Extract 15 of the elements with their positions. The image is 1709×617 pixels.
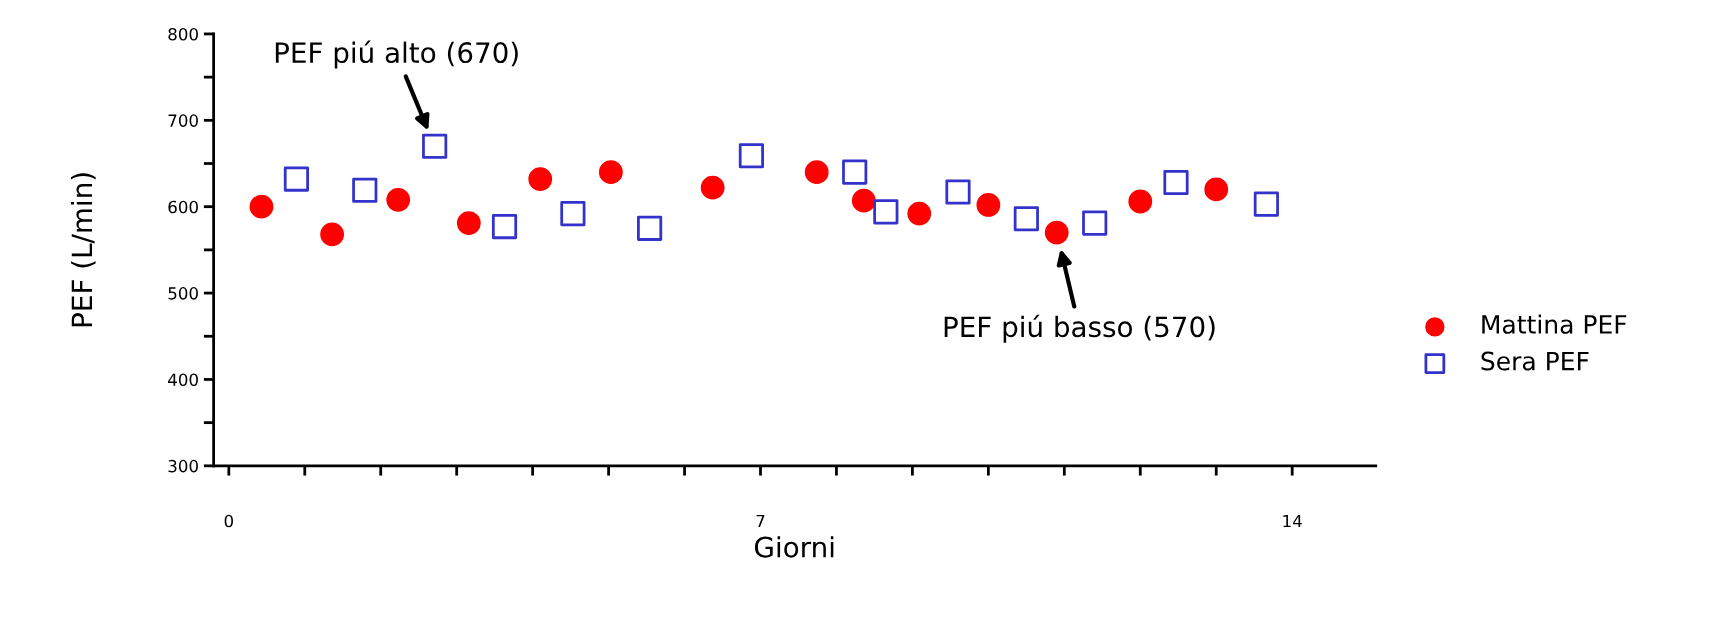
y-tick-label: 600 — [168, 200, 198, 214]
y-tick-label: 300 — [168, 459, 198, 473]
x-tick-label: 0 — [224, 514, 234, 528]
x-tick-label: 14 — [1283, 514, 1302, 528]
legend-label: Sera PEF — [1481, 351, 1589, 371]
y-tick-label: 800 — [168, 27, 198, 41]
y-tick-label: 400 — [168, 373, 198, 387]
annotation: PEF piú alto (670) — [275, 40, 518, 69]
y-tick-label: 500 — [168, 287, 198, 300]
y-tick-label: 700 — [168, 114, 198, 127]
annotation: PEF piú basso (570) — [944, 314, 1215, 343]
x-axis-title: Giorni — [755, 536, 834, 558]
legend-label: Mattina PEF — [1482, 314, 1627, 334]
y-axis-title: PEF (L/min) — [70, 173, 96, 327]
x-tick-label: 7 — [756, 514, 765, 528]
